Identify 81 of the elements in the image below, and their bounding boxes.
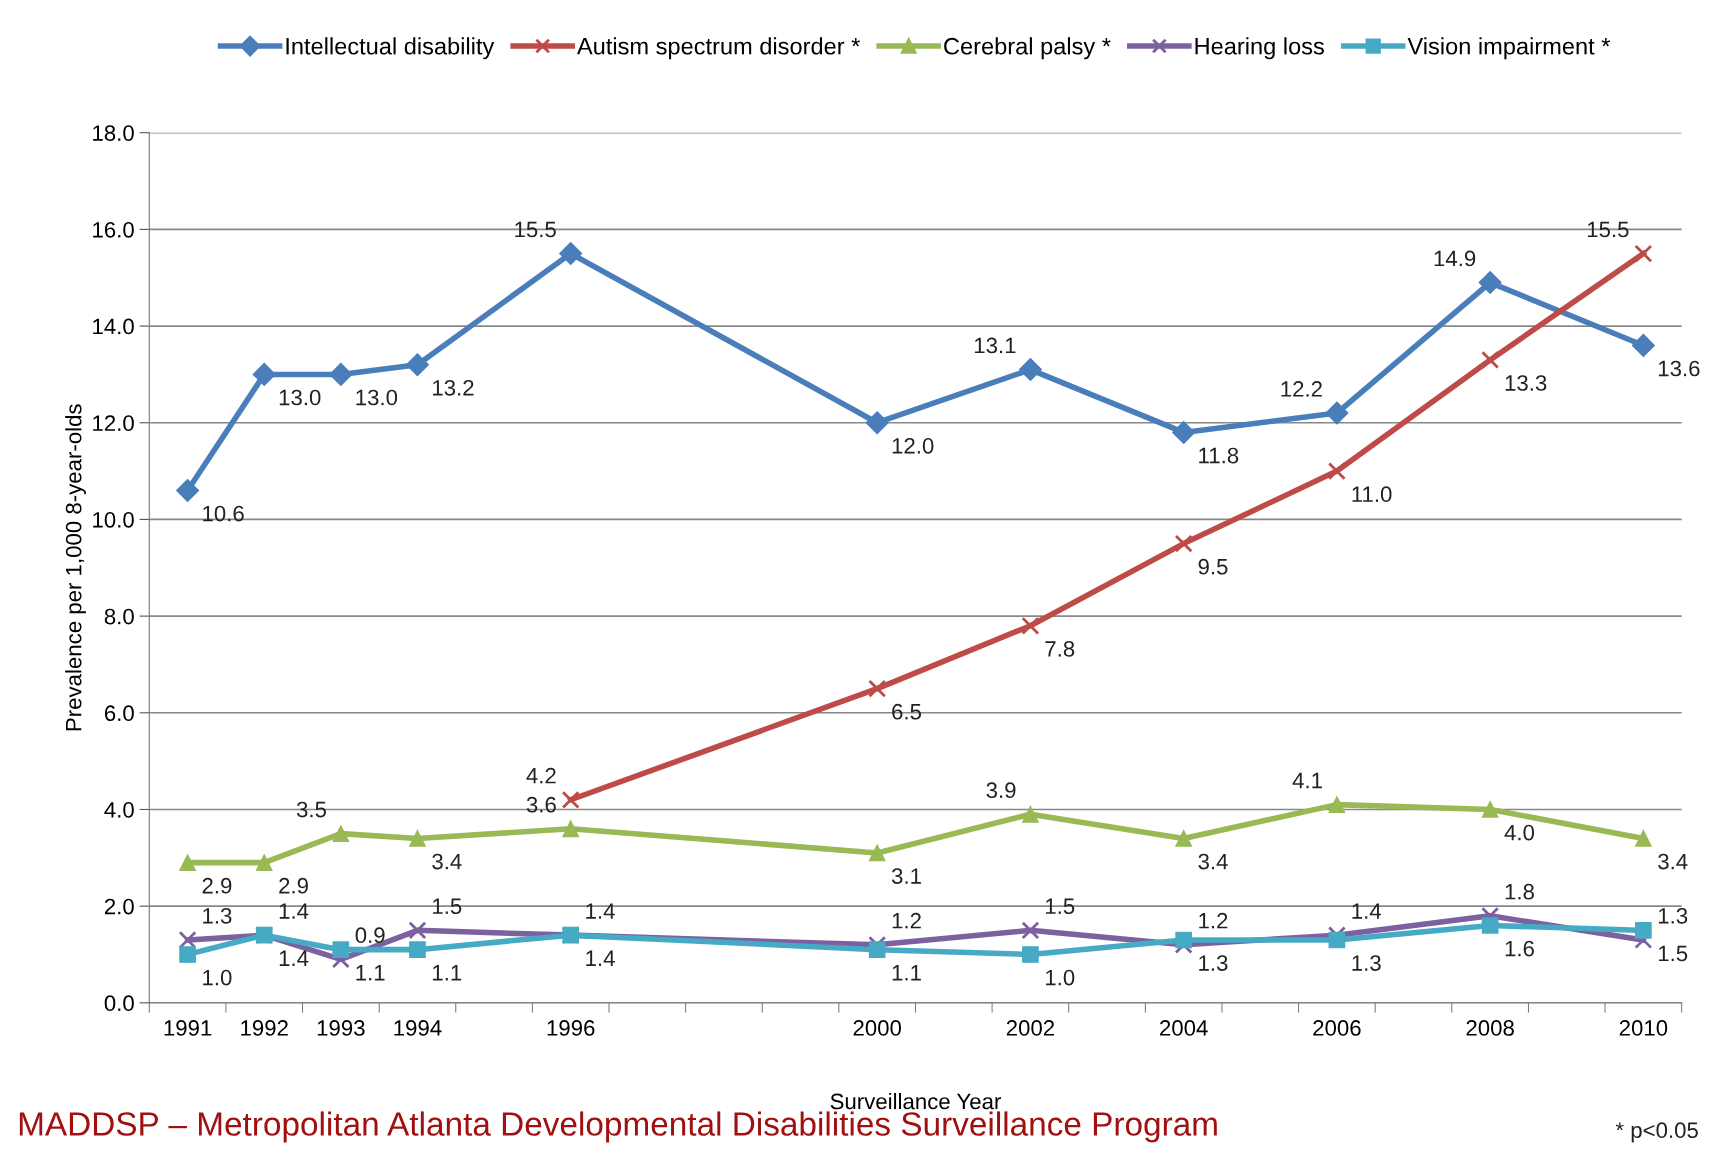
data-label: 1.4 [279,903,309,919]
data-label: 7.8 [1045,641,1075,657]
x-tick-label: 1993 [317,1020,365,1036]
data-label: 1.3 [1352,955,1381,971]
data-label: 1.0 [203,969,232,986]
data-label: 10.6 [203,505,244,522]
data-label: 1.5 [1046,898,1075,915]
data-label: 1.8 [1505,883,1534,900]
data-label: 13.1 [974,337,1016,354]
data-label: 1.1 [433,965,462,981]
data-label: 3.4 [432,853,462,870]
x-tick-label: 2000 [853,1020,902,1036]
data-label: 1.3 [1199,955,1228,971]
data-label: 4.0 [1504,824,1535,841]
data-label: 13.0 [356,389,398,406]
y-axis-title: Prevalence per 1,000 8-year-olds [65,404,86,731]
legend-label: Autism spectrum disorder * [576,37,860,60]
data-label: 1.3 [1658,907,1688,924]
data-label: 1.2 [1199,912,1228,929]
data-label: 1.6 [1505,940,1534,957]
y-tick-label: 14.0 [93,318,134,335]
y-tick-label: 8.0 [104,608,134,625]
x-tick-label: 2002 [1006,1020,1055,1036]
data-label: 0.9 [355,927,385,944]
x-tick-label: 2004 [1160,1020,1208,1036]
y-tick-label: 18.0 [93,125,134,141]
data-label: 1.5 [1658,945,1688,962]
y-tick-label: 0.0 [104,995,134,1012]
x-tick-label: 1991 [164,1020,212,1036]
x-axis-title: Surveillance Year [830,1092,1001,1110]
data-label: 1.1 [356,965,385,981]
data-label: 2.9 [202,877,232,894]
data-label: 4.2 [526,767,556,784]
legend-label: Vision impairment * [1407,37,1611,60]
data-label: 3.5 [296,801,327,818]
y-tick-label: 10.0 [93,511,134,528]
x-tick-label: 2006 [1313,1020,1361,1036]
text: * p<0.05 [1615,1122,1698,1143]
data-label: 1.4 [586,950,615,966]
data-label: 3.4 [1198,853,1228,870]
data-label: 1.4 [279,950,309,966]
data-label: 15.5 [515,221,556,238]
x-tick-label: 2008 [1466,1020,1514,1036]
legend-label: Hearing loss [1195,37,1324,60]
data-label: 13.0 [279,389,321,406]
data-label: 6.5 [892,703,922,720]
data-label: 1.5 [433,898,462,915]
data-label: 1.4 [1352,903,1382,919]
legend-label: Cerebral palsy * [944,37,1111,60]
data-label: 4.1 [1292,772,1322,789]
y-tick-label: 6.0 [104,705,134,722]
y-tick-label: 12.0 [93,415,134,432]
data-label: 3.9 [986,782,1016,799]
data-label: 1.2 [892,912,921,929]
data-label: 13.2 [433,379,474,396]
data-label: 12.2 [1281,381,1322,397]
y-tick-label: 4.0 [104,802,134,818]
data-label: 1.0 [1046,969,1075,986]
x-tick-label: 1996 [547,1020,595,1036]
data-label: 11.0 [1352,486,1392,503]
data-label: 14.9 [1434,250,1476,267]
y-tick-label: 2.0 [104,898,134,915]
data-label: 3.4 [1658,853,1688,870]
data-label: 13.6 [1658,360,1700,377]
data-label: 11.8 [1199,447,1239,464]
x-tick-label: 1994 [394,1020,442,1036]
text: MADDSP – Metropolitan Atlanta Developmental Disabilities Surveillance Program [19,1111,1217,1143]
data-label: 15.5 [1587,221,1629,238]
data-label: 9.5 [1198,558,1228,575]
data-label: 1.3 [203,907,232,924]
y-tick-label: 16.0 [93,221,134,238]
data-label: 3.6 [526,796,556,813]
x-tick-label: 1992 [241,1020,288,1036]
data-label: 12.0 [892,437,934,454]
data-label: 1.1 [892,965,921,981]
x-tick-label: 2010 [1619,1020,1668,1036]
legend-label: Intellectual disability [286,37,495,60]
data-label: 13.3 [1505,375,1547,391]
data-label: 3.1 [891,868,921,884]
data-label: 2.9 [279,877,308,894]
data-label: 1.4 [586,903,615,919]
